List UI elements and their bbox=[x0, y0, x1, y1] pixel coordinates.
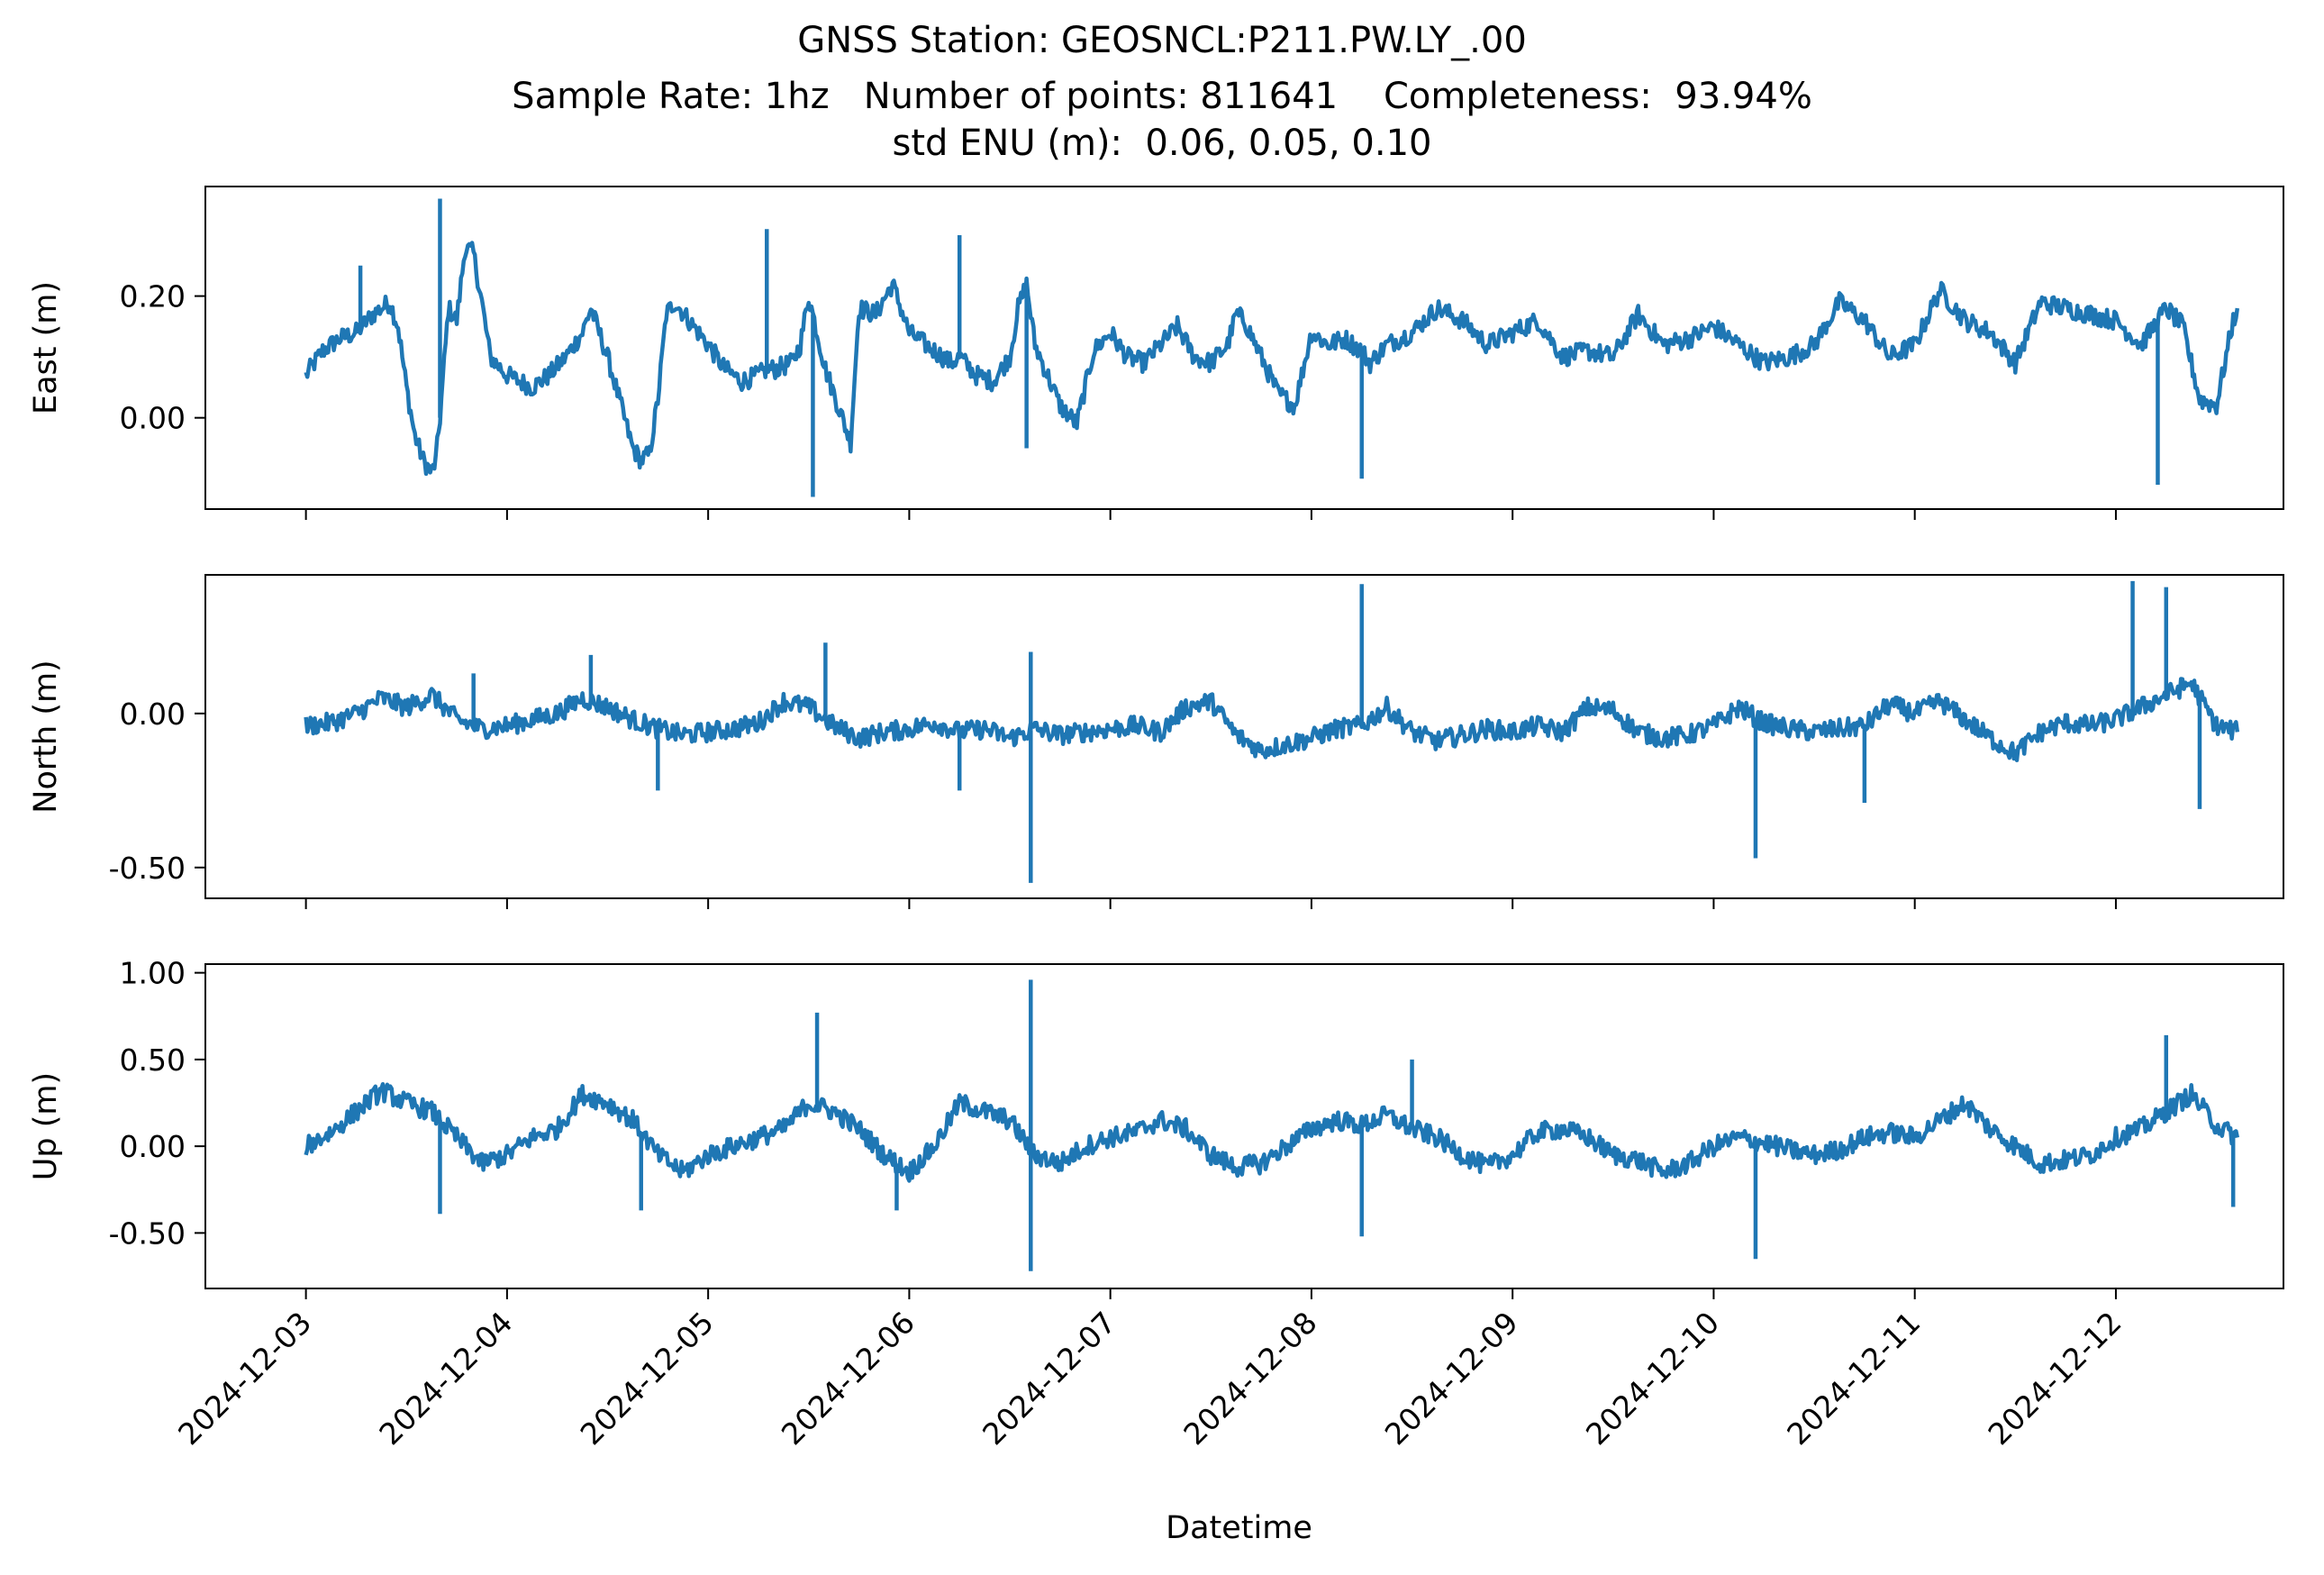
chart-title-line-2: Sample Rate: 1hz Number of points: 81164… bbox=[512, 76, 1812, 117]
y-tick-label-2-2: 0.50 bbox=[120, 1042, 186, 1078]
x-tick-label-3: 2024-12-06 bbox=[775, 1305, 921, 1452]
y-tick-label-0-0: 0.00 bbox=[120, 401, 186, 436]
axes-frame-0 bbox=[204, 186, 2284, 510]
x-tick-label-9: 2024-12-12 bbox=[1981, 1305, 2128, 1452]
y-tick-label-1-1: 0.00 bbox=[120, 696, 186, 732]
y-axis-label-0: East (m) bbox=[28, 281, 64, 414]
y-tick-label-2-1: 0.00 bbox=[120, 1129, 186, 1164]
y-axis-label-2: Up (m) bbox=[28, 1072, 64, 1180]
chart-title-line-3: std ENU (m): 0.06, 0.05, 0.10 bbox=[892, 123, 1432, 164]
y-tick-label-2-3: 1.00 bbox=[120, 956, 186, 991]
y-tick-label-0-1: 0.20 bbox=[120, 279, 186, 314]
x-tick-label-6: 2024-12-09 bbox=[1378, 1305, 1525, 1452]
chart-title-line-1: GNSS Station: GEOSNCL:P211.PW.LY_.00 bbox=[797, 20, 1527, 61]
axes-frame-1 bbox=[204, 574, 2284, 899]
y-tick-label-2-0: -0.50 bbox=[109, 1215, 186, 1251]
axes-frame-2 bbox=[204, 963, 2284, 1289]
x-tick-label-4: 2024-12-07 bbox=[976, 1305, 1122, 1452]
y-axis-label-1: North (m) bbox=[28, 660, 64, 813]
series-line-0 bbox=[304, 241, 2240, 477]
series-line-2 bbox=[304, 1081, 2240, 1183]
x-tick-label-2: 2024-12-05 bbox=[574, 1305, 721, 1452]
x-axis-label: Datetime bbox=[1166, 1510, 1312, 1546]
x-tick-label-1: 2024-12-04 bbox=[372, 1305, 519, 1452]
x-tick-label-7: 2024-12-10 bbox=[1579, 1305, 1726, 1452]
y-tick-label-1-0: -0.50 bbox=[109, 851, 186, 886]
x-tick-label-0: 2024-12-03 bbox=[171, 1305, 318, 1452]
x-tick-label-5: 2024-12-08 bbox=[1176, 1305, 1323, 1452]
x-tick-label-8: 2024-12-11 bbox=[1780, 1305, 1927, 1452]
series-line-1 bbox=[304, 677, 2240, 762]
